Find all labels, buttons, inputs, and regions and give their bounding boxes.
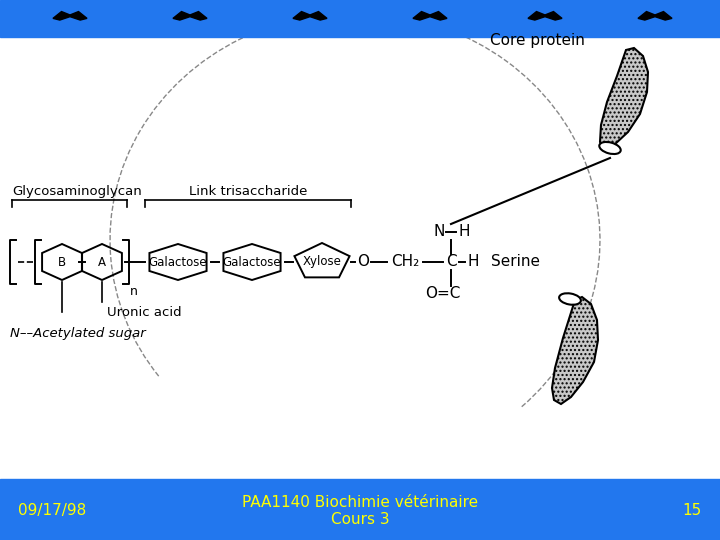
Text: C: C — [446, 254, 456, 269]
Text: A: A — [98, 255, 106, 268]
Bar — [0, 482, 720, 540]
Bar — [0, 478, 720, 482]
Polygon shape — [293, 11, 327, 20]
Text: Galactose: Galactose — [149, 255, 207, 268]
Text: Uronic acid: Uronic acid — [107, 306, 181, 319]
Text: O: O — [357, 254, 369, 269]
Text: H: H — [467, 254, 479, 269]
Text: N––Acetylated sugar: N––Acetylated sugar — [10, 327, 145, 341]
Text: Core protein: Core protein — [490, 32, 585, 48]
Polygon shape — [173, 11, 207, 20]
Text: O=C: O=C — [426, 287, 461, 301]
Text: H: H — [458, 225, 469, 240]
Text: n: n — [130, 285, 138, 298]
Polygon shape — [638, 11, 672, 20]
Text: Serine: Serine — [491, 254, 540, 269]
Polygon shape — [53, 11, 87, 20]
Text: Link trisaccharide: Link trisaccharide — [189, 185, 307, 198]
Text: B: B — [58, 255, 66, 268]
Ellipse shape — [559, 293, 581, 305]
Text: Galactose: Galactose — [222, 255, 282, 268]
Text: Glycosaminoglycan: Glycosaminoglycan — [12, 185, 142, 198]
Polygon shape — [528, 11, 562, 20]
Polygon shape — [552, 297, 598, 404]
Polygon shape — [413, 11, 447, 20]
Text: N: N — [433, 225, 445, 240]
Text: 15: 15 — [683, 503, 702, 518]
Polygon shape — [600, 48, 648, 150]
Bar — [0, 0, 720, 37]
Text: 09/17/98: 09/17/98 — [18, 503, 86, 518]
Text: CH₂: CH₂ — [391, 254, 419, 269]
Text: Xylose: Xylose — [302, 255, 341, 268]
Text: PAA1140 Biochimie vétérinaire
Cours 3: PAA1140 Biochimie vétérinaire Cours 3 — [242, 495, 478, 527]
Ellipse shape — [599, 142, 621, 154]
